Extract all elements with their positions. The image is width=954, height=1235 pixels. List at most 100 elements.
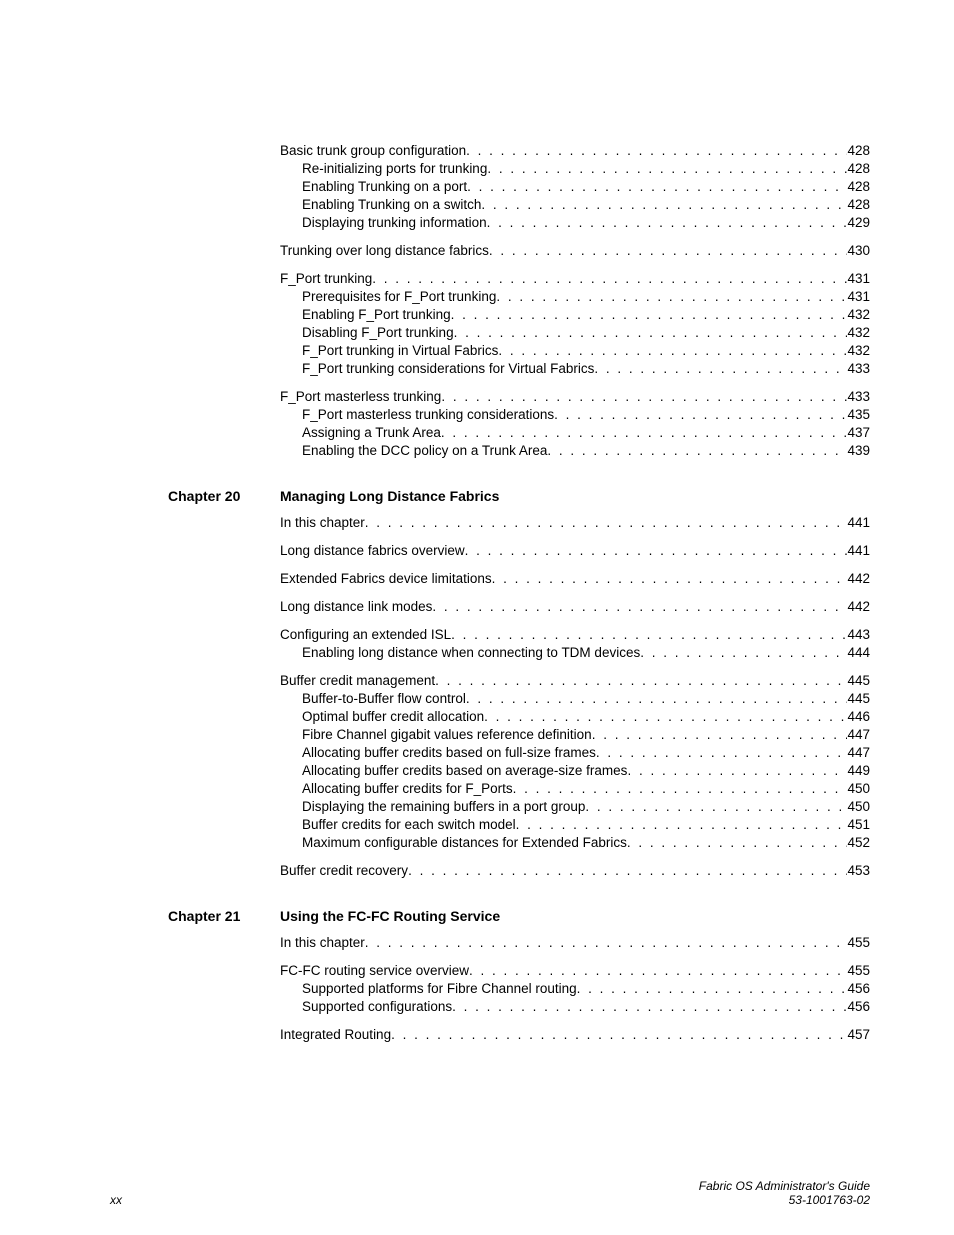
toc-leader-dots <box>441 424 848 442</box>
toc-entry-page: 432 <box>847 342 870 360</box>
chapter-label: Chapter 21 <box>168 908 280 924</box>
toc-group: Buffer credit management 445Buffer-to-Bu… <box>280 672 870 852</box>
toc-entry[interactable]: Displaying the remaining buffers in a po… <box>302 798 870 816</box>
toc-entry-page: 449 <box>847 762 870 780</box>
toc-leader-dots <box>484 708 847 726</box>
toc-entry-label: Optimal buffer credit allocation <box>302 708 484 726</box>
toc-entry-label: Supported platforms for Fibre Channel ro… <box>302 980 577 998</box>
toc-entry[interactable]: Assigning a Trunk Area 437 <box>302 424 870 442</box>
toc-content: Basic trunk group configuration 428Re-in… <box>280 142 870 1044</box>
toc-entry-label: Enabling Trunking on a switch <box>302 196 481 214</box>
toc-entry-label: F_Port masterless trunking consideration… <box>302 406 554 424</box>
toc-entry-label: Supported configurations <box>302 998 452 1016</box>
toc-entry-page: 435 <box>847 406 870 424</box>
toc-entry-page: 433 <box>847 360 870 378</box>
toc-entry[interactable]: Optimal buffer credit allocation 446 <box>302 708 870 726</box>
toc-leader-dots <box>487 160 847 178</box>
toc-leader-dots <box>592 726 848 744</box>
toc-entry[interactable]: Allocating buffer credits based on full-… <box>302 744 870 762</box>
toc-entry[interactable]: Integrated Routing 457 <box>280 1026 870 1044</box>
toc-entry-page: 437 <box>847 424 870 442</box>
toc-group: Long distance fabrics overview 441 <box>280 542 870 560</box>
toc-group: Long distance link modes 442 <box>280 598 870 616</box>
toc-entry-page: 428 <box>847 178 870 196</box>
toc-entry-page: 443 <box>847 626 870 644</box>
toc-entry-label: Disabling F_Port trunking <box>302 324 454 342</box>
toc-entry-label: Fibre Channel gigabit values reference d… <box>302 726 592 744</box>
toc-entry[interactable]: Enabling Trunking on a port 428 <box>302 178 870 196</box>
toc-leader-dots <box>467 178 847 196</box>
toc-entry[interactable]: Configuring an extended ISL 443 <box>280 626 870 644</box>
toc-entry[interactable]: F_Port trunking in Virtual Fabrics 432 <box>302 342 870 360</box>
toc-entry[interactable]: Buffer credit management 445 <box>280 672 870 690</box>
toc-entry[interactable]: F_Port masterless trunking 433 <box>280 388 870 406</box>
toc-entry-label: Basic trunk group configuration <box>280 142 466 160</box>
toc-entry[interactable]: F_Port masterless trunking consideration… <box>302 406 870 424</box>
footer-doc-number: 53-1001763-02 <box>789 1193 870 1207</box>
toc-entry-label: F_Port trunking <box>280 270 372 288</box>
toc-entry-page: 442 <box>847 570 870 588</box>
toc-entry-label: Re-initializing ports for trunking <box>302 160 487 178</box>
toc-entry[interactable]: Long distance fabrics overview 441 <box>280 542 870 560</box>
toc-leader-dots <box>441 388 847 406</box>
toc-entry[interactable]: Displaying trunking information 429 <box>302 214 870 232</box>
toc-leader-dots <box>466 142 847 160</box>
toc-entry-label: F_Port trunking considerations for Virtu… <box>302 360 594 378</box>
toc-entry-label: Allocating buffer credits for F_Ports <box>302 780 513 798</box>
toc-entry[interactable]: Fibre Channel gigabit values reference d… <box>302 726 870 744</box>
toc-entry[interactable]: Enabling the DCC policy on a Trunk Area … <box>302 442 870 460</box>
toc-entry[interactable]: Extended Fabrics device limitations 442 <box>280 570 870 588</box>
toc-entry-page: 452 <box>847 834 870 852</box>
toc-entry[interactable]: Allocating buffer credits for F_Ports 45… <box>302 780 870 798</box>
toc-leader-dots <box>465 542 848 560</box>
toc-leader-dots <box>585 798 847 816</box>
toc-group: In this chapter 441 <box>280 514 870 532</box>
toc-entry[interactable]: Buffer credit recovery 453 <box>280 862 870 880</box>
toc-entry-page: 428 <box>847 160 870 178</box>
toc-leader-dots <box>594 360 847 378</box>
toc-entry[interactable]: Buffer-to-Buffer flow control 445 <box>302 690 870 708</box>
toc-leader-dots <box>640 644 847 662</box>
toc-entry[interactable]: Re-initializing ports for trunking 428 <box>302 160 870 178</box>
toc-group: F_Port masterless trunking 433F_Port mas… <box>280 388 870 460</box>
toc-entry[interactable]: Enabling Trunking on a switch 428 <box>302 196 870 214</box>
toc-leader-dots <box>469 962 847 980</box>
toc-entry-page: 428 <box>847 196 870 214</box>
toc-entry[interactable]: In this chapter 455 <box>280 934 870 952</box>
toc-entry[interactable]: Supported configurations 456 <box>302 998 870 1016</box>
toc-entry[interactable]: Trunking over long distance fabrics 430 <box>280 242 870 260</box>
toc-entry[interactable]: In this chapter 441 <box>280 514 870 532</box>
toc-leader-dots <box>554 406 847 424</box>
toc-entry-page: 456 <box>847 998 870 1016</box>
toc-entry[interactable]: FC-FC routing service overview 455 <box>280 962 870 980</box>
toc-entry-page: 453 <box>847 862 870 880</box>
chapter-label: Chapter 20 <box>168 488 280 504</box>
toc-entry[interactable]: Enabling long distance when connecting t… <box>302 644 870 662</box>
toc-group: Trunking over long distance fabrics 430 <box>280 242 870 260</box>
toc-entry-label: Allocating buffer credits based on full-… <box>302 744 596 762</box>
toc-entry[interactable]: Long distance link modes 442 <box>280 598 870 616</box>
toc-entry-page: 445 <box>847 690 870 708</box>
toc-entry-label: Displaying the remaining buffers in a po… <box>302 798 585 816</box>
toc-entry[interactable]: Maximum configurable distances for Exten… <box>302 834 870 852</box>
toc-entry-page: 429 <box>847 214 870 232</box>
toc-entry-label: Allocating buffer credits based on avera… <box>302 762 627 780</box>
toc-entry[interactable]: F_Port trunking considerations for Virtu… <box>302 360 870 378</box>
toc-leader-dots <box>452 998 847 1016</box>
toc-entry[interactable]: Disabling F_Port trunking 432 <box>302 324 870 342</box>
toc-entry[interactable]: Enabling F_Port trunking 432 <box>302 306 870 324</box>
toc-entry[interactable]: Prerequisites for F_Port trunking 431 <box>302 288 870 306</box>
toc-entry-label: Buffer-to-Buffer flow control <box>302 690 466 708</box>
toc-group: In this chapter 455 <box>280 934 870 952</box>
toc-entry[interactable]: Basic trunk group configuration 428 <box>280 142 870 160</box>
toc-entry[interactable]: Allocating buffer credits based on avera… <box>302 762 870 780</box>
toc-leader-dots <box>451 306 848 324</box>
toc-entry-label: Long distance fabrics overview <box>280 542 465 560</box>
toc-entry[interactable]: Buffer credits for each switch model 451 <box>302 816 870 834</box>
toc-entry-page: 456 <box>847 980 870 998</box>
toc-entry[interactable]: Supported platforms for Fibre Channel ro… <box>302 980 870 998</box>
chapter-title: Using the FC-FC Routing Service <box>280 908 500 924</box>
toc-entry-page: 447 <box>847 744 870 762</box>
toc-leader-dots <box>492 570 848 588</box>
toc-entry[interactable]: F_Port trunking 431 <box>280 270 870 288</box>
